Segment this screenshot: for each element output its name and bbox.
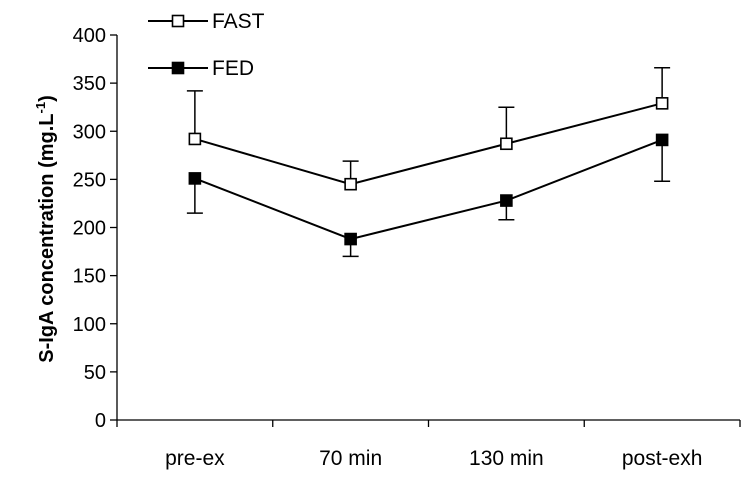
y-axis-title-close: )	[36, 95, 58, 102]
data-point-fed	[655, 133, 669, 147]
legend-label-fast: FAST	[212, 10, 265, 33]
svg-text:S-IgA concentration (mg.L-1): S-IgA concentration (mg.L-1)	[33, 95, 58, 363]
data-point-fed	[344, 232, 357, 246]
y-tick-label: 150	[73, 266, 106, 288]
series-layer	[186, 66, 671, 258]
y-tick-label: 300	[73, 121, 106, 143]
data-point-fast	[344, 177, 357, 191]
y-axis-title-main: S-IgA concentration (mg.L	[36, 113, 58, 362]
y-ticks: 0 50 100 150 200 250 300 350 400	[73, 25, 117, 432]
series-line-fast	[194, 102, 663, 186]
legend-marker-fast	[171, 14, 185, 28]
y-axis-title: S-IgA concentration (mg.L-1)	[33, 95, 58, 363]
legend: FAST FED	[148, 10, 265, 80]
x-ticks: pre-ex 70 min 130 min post-exh	[116, 420, 741, 470]
y-tick-label: 0	[95, 410, 106, 432]
data-point-fed	[188, 172, 202, 185]
y-tick-label: 350	[73, 73, 106, 95]
axes	[116, 35, 740, 421]
legend-item-fed: FED	[148, 57, 254, 80]
y-tick-label: 100	[73, 314, 106, 336]
y-tick-label: 400	[73, 25, 106, 47]
series-fed	[186, 133, 671, 258]
legend-marker-fed	[171, 61, 185, 75]
series-line-fed	[194, 138, 663, 241]
y-tick-label: 200	[73, 218, 106, 240]
y-tick-label: 250	[73, 169, 106, 191]
y-axis-title-superscript: -1	[33, 102, 48, 114]
series-fast	[186, 66, 671, 191]
data-point-fast	[188, 132, 202, 146]
y-tick-label: 50	[84, 362, 106, 384]
data-point-fast	[655, 97, 669, 110]
data-point-fast	[500, 137, 513, 151]
legend-label-fed: FED	[212, 57, 254, 80]
x-category-label: pre-ex	[165, 447, 225, 470]
legend-item-fast: FAST	[148, 10, 265, 33]
x-category-label: post-exh	[622, 447, 703, 470]
x-category-label: 70 min	[319, 447, 382, 470]
x-category-label: 130 min	[469, 447, 544, 470]
data-point-fed	[500, 194, 513, 207]
